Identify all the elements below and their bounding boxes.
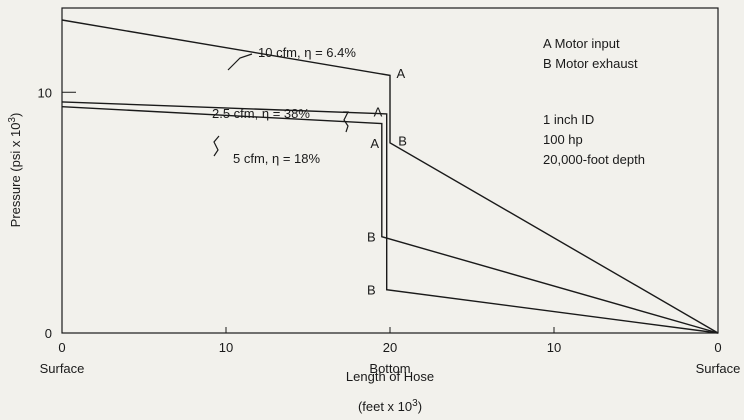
point-label-3: A [370, 136, 379, 151]
x-tick-label-0: 0 [58, 340, 65, 355]
series-line-0 [61, 19, 719, 334]
x-tick-label-3: 10 [547, 340, 561, 355]
series-line-2 [61, 106, 719, 334]
point-label-4: B [367, 230, 376, 245]
x-tick-label-2: 20 [383, 340, 397, 355]
x-axis-label: Length of Hose [346, 369, 434, 384]
point-label-5: B [367, 283, 376, 298]
series-group [61, 19, 719, 334]
y-tick-label-1: 10 [38, 85, 52, 100]
x-sublabel-2: Surface [696, 361, 741, 376]
annotation-2p5cfm: 2.5 cfm, η = 38% [212, 106, 310, 121]
axis-ticks: 0 10 20 10 0 Surface Bottom Surface 0 10 [38, 85, 741, 376]
x-sublabel-0: Surface [40, 361, 85, 376]
note-hose-id: 1 inch ID [543, 112, 594, 127]
x-axis-units-end: ) [418, 399, 422, 414]
annotation-leader-10cfm [227, 53, 253, 71]
x-tick-label-4: 0 [714, 340, 721, 355]
legend: A Motor input B Motor exhaust 1 inch ID … [543, 36, 645, 167]
annotation-5cfm: 5 cfm, η = 18% [233, 151, 321, 166]
point-label-2: A [374, 105, 383, 120]
point-label-1: B [398, 133, 407, 148]
legend-entry-b: B Motor exhaust [543, 56, 638, 71]
annotation-leader-2p5cfm [343, 111, 349, 133]
x-axis-units: (feet x 103) [358, 398, 422, 414]
legend-entry-a: A Motor input [543, 36, 620, 51]
annotation-10cfm: 10 cfm, η = 6.4% [258, 45, 356, 60]
note-power: 100 hp [543, 132, 583, 147]
annotation-leader-5cfm [213, 135, 220, 157]
point-label-0: A [397, 66, 406, 81]
x-axis-units-sup: 3 [412, 398, 418, 409]
x-sublabel-1: Bottom [369, 361, 410, 376]
x-tick-label-1: 10 [219, 340, 233, 355]
y-tick-label-0: 0 [45, 326, 52, 341]
y-axis-label: Pressure (psi x 103) [7, 113, 23, 228]
note-depth: 20,000-foot depth [543, 152, 645, 167]
series-annotations: 10 cfm, η = 6.4% 2.5 cfm, η = 38% 5 cfm,… [212, 45, 356, 166]
y-axis-label-sup: 3 [7, 117, 18, 123]
series-line-1 [61, 101, 719, 334]
y-axis-label-end: ) [8, 113, 23, 117]
